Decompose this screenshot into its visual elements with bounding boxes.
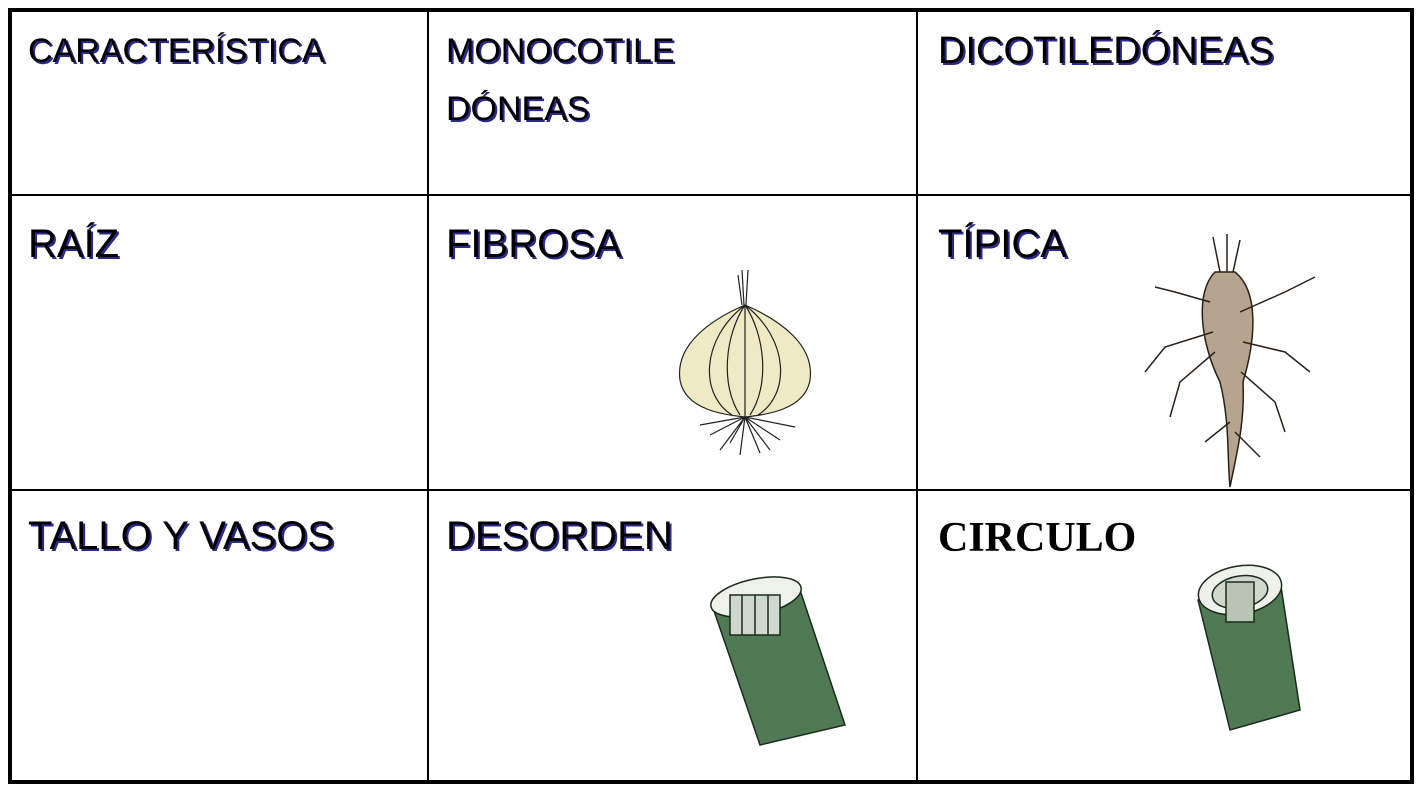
header-cell: CARACTERÍSTICA — [28, 32, 325, 70]
header-cell: MONOCOTILE — [446, 32, 675, 70]
row-label: TALLO Y VASOS — [28, 514, 335, 558]
dicot-stem-illustration — [1197, 564, 1301, 731]
cell-text: CIRCULO — [938, 515, 1137, 561]
monocot-stem-illustration — [710, 576, 846, 746]
onion-illustration — [678, 269, 812, 456]
row-divider — [10, 489, 1412, 491]
header-cell: DICOTILEDÓNEAS — [938, 30, 1274, 72]
root-illustration — [1144, 234, 1316, 488]
cell-text: DESORDEN — [446, 514, 673, 558]
row-label: RAÍZ — [28, 222, 120, 266]
column-divider — [427, 10, 429, 782]
cell-text: TÍPICA — [938, 222, 1067, 266]
row-divider — [10, 194, 1412, 196]
cell-text: FIBROSA — [446, 222, 622, 266]
header-cell: DÓNEAS — [446, 90, 590, 128]
table-border — [8, 8, 1414, 784]
column-divider — [916, 10, 918, 782]
